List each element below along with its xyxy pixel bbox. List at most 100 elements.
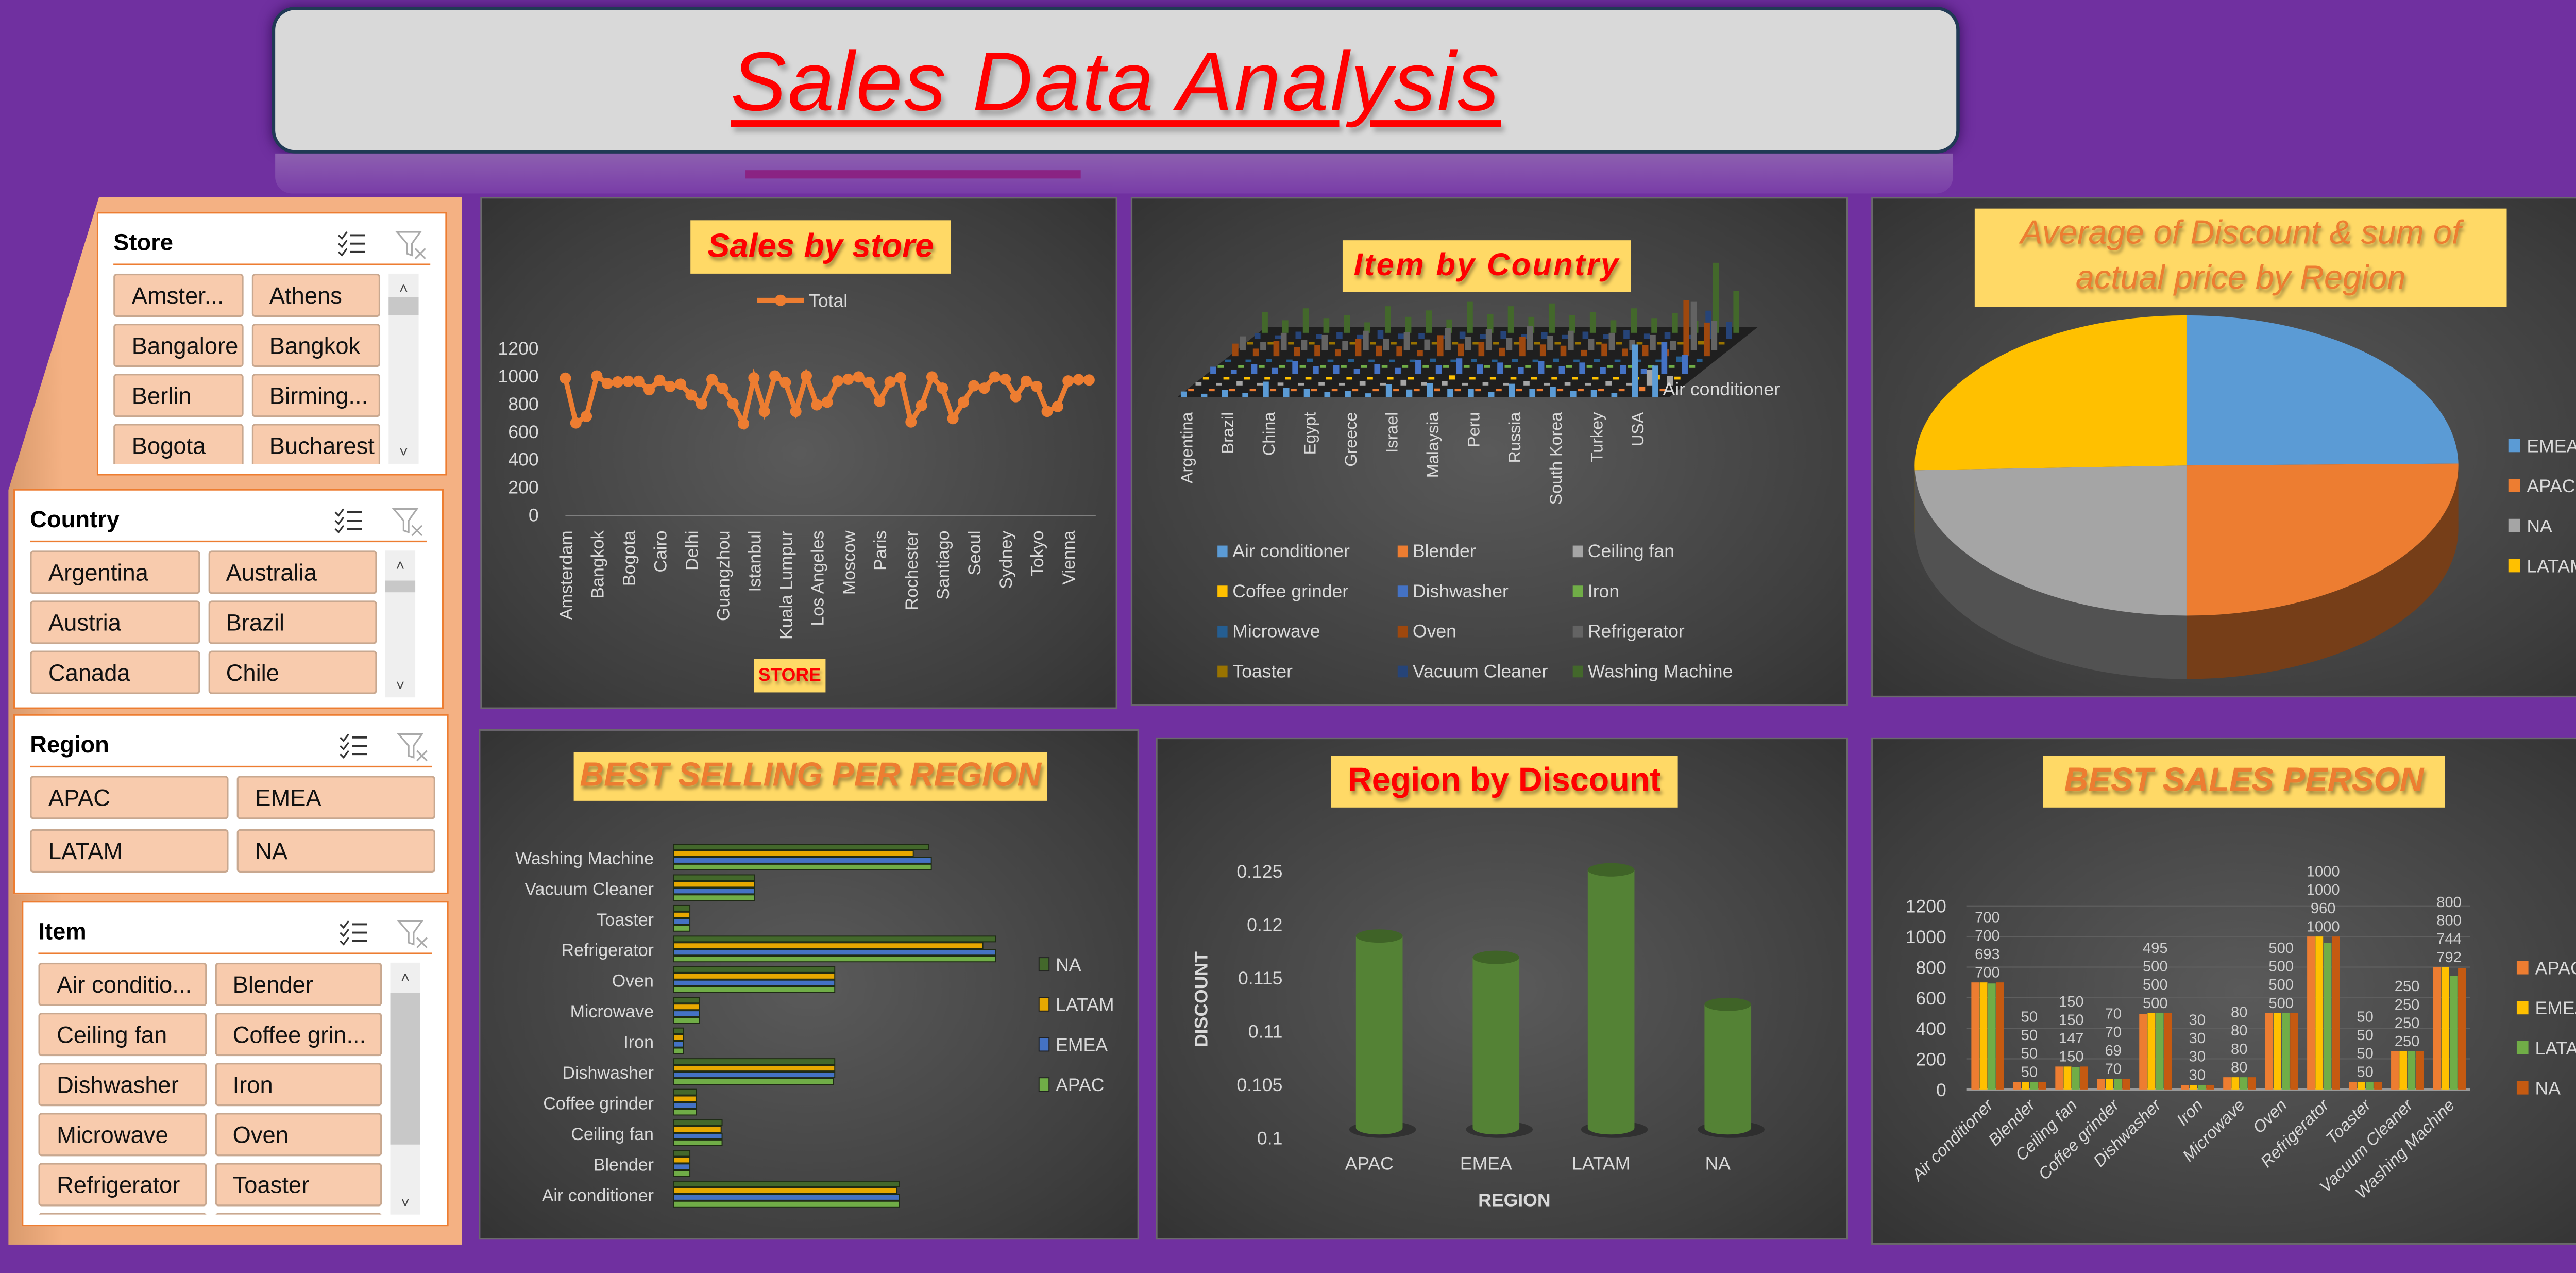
- country-slicer-item[interactable]: Brazil: [208, 600, 377, 644]
- item-slicer-item[interactable]: Blender: [214, 962, 382, 1007]
- multi-select-icon[interactable]: [337, 230, 367, 257]
- bar-microwave: [1389, 359, 1395, 362]
- bar-na: [2038, 1082, 2046, 1090]
- bar-na: [2374, 1082, 2382, 1090]
- data-label: 500: [2268, 940, 2294, 957]
- bar-apac: [2223, 1077, 2231, 1090]
- store-slicer-item[interactable]: Birming...: [251, 374, 381, 417]
- item-slicer-item[interactable]: Coffee grin...: [214, 1012, 382, 1057]
- bar-na: [673, 1088, 697, 1096]
- store-slicer-item[interactable]: Bangalore: [113, 324, 243, 367]
- data-point: [685, 389, 697, 401]
- bar-dishwasher: [1210, 366, 1216, 374]
- store-slicer-item[interactable]: Bogota: [113, 424, 243, 464]
- scrollbar-thumb[interactable]: [390, 993, 420, 1144]
- item-slicer-item[interactable]: Ceiling fan: [38, 1012, 206, 1057]
- legend-swatch-icon: [1572, 585, 1583, 597]
- bar-ceiling-fan: [1339, 382, 1345, 386]
- data-label: 960: [2311, 900, 2336, 917]
- item-slicer-item[interactable]: Toaster: [214, 1163, 382, 1207]
- bar-apac: [2349, 1082, 2357, 1090]
- item-slicer-item-partial[interactable]: [38, 1213, 206, 1215]
- bar-iron: [1299, 365, 1306, 368]
- country-slicer-item[interactable]: Canada: [30, 650, 199, 694]
- multi-select-icon[interactable]: [333, 507, 363, 534]
- data-label: 250: [2395, 1033, 2420, 1050]
- store-slicer-item[interactable]: Bangkok: [251, 324, 381, 367]
- legend-marker-icon: [775, 294, 787, 306]
- item-slicer-item-partial[interactable]: [214, 1213, 382, 1215]
- country-slicer-item[interactable]: Chile: [208, 650, 377, 694]
- item-slicer-item[interactable]: Dishwasher: [38, 1063, 206, 1107]
- data-point: [560, 372, 571, 384]
- store-slicer-item[interactable]: Berlin: [113, 374, 243, 417]
- store-slicer-scrollbar[interactable]: ˄ ˅: [388, 273, 419, 464]
- data-label: 50: [2357, 1046, 2373, 1062]
- item-slicer-item[interactable]: Air conditio...: [38, 962, 206, 1007]
- scroll-up-icon[interactable]: ˄: [399, 280, 408, 297]
- multi-select-icon[interactable]: [338, 919, 368, 946]
- bar-washing-machine: [1467, 301, 1473, 333]
- data-label: 50: [2357, 1009, 2373, 1026]
- data-point: [989, 371, 1001, 383]
- data-point: [643, 384, 655, 396]
- region-slicer-item[interactable]: APAC: [30, 776, 229, 819]
- bar-toaster: [1718, 342, 1725, 345]
- item-slicer-item[interactable]: Oven: [214, 1113, 382, 1157]
- scrollbar-thumb[interactable]: [385, 580, 416, 592]
- x-tick-label: Santiago: [934, 530, 953, 599]
- legend-label: LATAM: [2535, 1038, 2576, 1059]
- store-slicer-item[interactable]: Amster...: [113, 273, 243, 317]
- region-slicer-item[interactable]: LATAM: [30, 829, 229, 873]
- data-label: 700: [1975, 910, 2000, 926]
- scrollbar-thumb[interactable]: [388, 296, 419, 316]
- item-slicer-item[interactable]: Refrigerator: [38, 1163, 206, 1207]
- country-slicer-item[interactable]: Australia: [208, 550, 377, 594]
- data-point: [1062, 375, 1074, 387]
- scroll-up-icon[interactable]: ˄: [396, 557, 405, 574]
- clear-filter-icon[interactable]: [395, 729, 429, 763]
- bar-apac: [673, 1170, 691, 1177]
- clear-filter-icon[interactable]: [394, 227, 427, 260]
- bar-dishwasher: [1415, 359, 1421, 374]
- y-tick-label: 0.12: [1247, 914, 1282, 935]
- bar-iron: [1689, 365, 1696, 368]
- bar-refrigerator: [1260, 342, 1266, 350]
- data-point: [738, 417, 750, 429]
- pie-slice-na: [1914, 465, 2187, 616]
- bar-coffee-grinder: [1408, 377, 1414, 380]
- country-slicer-item[interactable]: Austria: [30, 600, 199, 644]
- store-slicer-item[interactable]: Bucharest: [251, 424, 381, 464]
- bar-emea: [673, 887, 755, 895]
- item-slicer-scrollbar[interactable]: ˄ ˅: [390, 962, 420, 1215]
- bar-dishwasher: [1661, 342, 1668, 374]
- bar-dishwasher: [1620, 365, 1626, 374]
- item-slicer-item[interactable]: Iron: [214, 1063, 382, 1107]
- x-tick-label: Air conditioner: [1907, 1095, 1997, 1185]
- country-slicer-scrollbar[interactable]: ˄ ˅: [385, 550, 416, 698]
- store-slicer-item[interactable]: Athens: [251, 273, 381, 317]
- scroll-down-icon[interactable]: ˅: [396, 677, 405, 694]
- country-slicer-item[interactable]: Argentina: [30, 550, 199, 594]
- clear-filter-icon[interactable]: [391, 504, 424, 538]
- data-label: 50: [2357, 1027, 2373, 1044]
- cylinder-base: [1704, 1121, 1752, 1135]
- data-point: [874, 395, 886, 407]
- bar-dishwasher: [1640, 368, 1647, 374]
- scroll-down-icon[interactable]: ˅: [401, 1194, 410, 1212]
- region-slicer-item[interactable]: NA: [236, 829, 435, 873]
- region-slicer-item[interactable]: EMEA: [236, 776, 435, 819]
- bar-toaster: [1677, 342, 1684, 345]
- scroll-down-icon[interactable]: ˅: [399, 444, 408, 461]
- data-label: 800: [2436, 913, 2462, 929]
- clear-filter-icon[interactable]: [395, 916, 429, 949]
- region-slicer-title: Region: [30, 730, 109, 758]
- bar-emea: [2189, 1084, 2197, 1090]
- scroll-up-icon[interactable]: ˄: [401, 969, 410, 986]
- bar-na: [1996, 982, 2004, 1090]
- multi-select-icon[interactable]: [338, 732, 368, 759]
- bar-apac: [673, 1200, 900, 1208]
- item-slicer-item[interactable]: Microwave: [38, 1113, 206, 1157]
- bar-oven: [1232, 343, 1239, 357]
- cylinder-base: [1472, 1121, 1520, 1135]
